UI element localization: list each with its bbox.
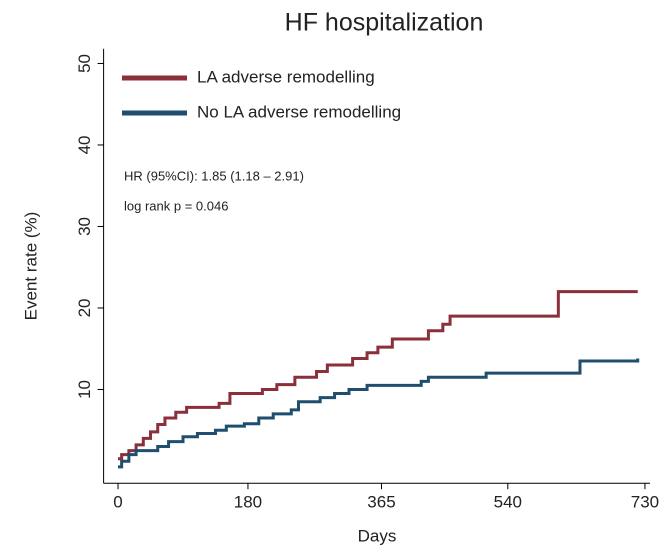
y-tick-label: 50 [75,54,94,73]
y-tick-label: 10 [75,380,94,399]
x-tick-label: 0 [113,493,122,512]
chart-title: HF hospitalization [285,9,484,37]
legend-label: No LA adverse remodelling [197,102,401,121]
y-tick-label: 40 [75,136,94,155]
series-line [118,358,640,469]
x-axis-label: Days [358,526,397,545]
series-line [118,290,638,461]
annotation: log rank p = 0.046 [124,198,228,213]
legend-label: LA adverse remodelling [197,67,375,86]
y-tick-label: 30 [75,217,94,236]
y-axis-label: Event rate (%) [21,212,40,321]
x-tick-label: 730 [631,493,659,512]
y-tick-label: 20 [75,299,94,318]
x-tick-label: 180 [234,493,262,512]
x-tick-label: 540 [494,493,522,512]
x-tick-label: 365 [367,493,395,512]
annotation: HR (95%CI): 1.85 (1.18 – 2.91) [124,168,304,183]
